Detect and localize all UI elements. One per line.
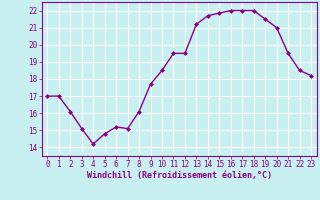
X-axis label: Windchill (Refroidissement éolien,°C): Windchill (Refroidissement éolien,°C) <box>87 171 272 180</box>
